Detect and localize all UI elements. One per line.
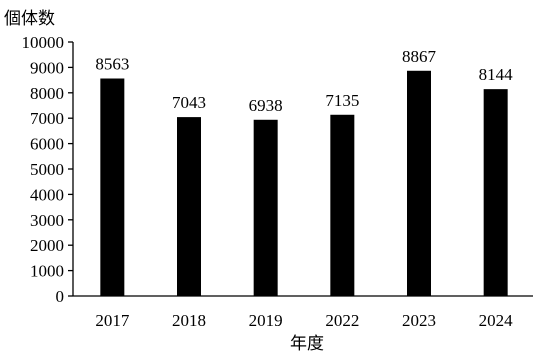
bar-2023 [407,70,431,296]
bar-2024 [483,89,508,297]
x-tick-label-2024: 2024 [479,311,514,330]
data-label-2018: 7043 [172,93,206,112]
y-axis-ticks: 0 1000 2000 3000 4000 5000 6000 7000 8000 9000 100… [22,33,73,306]
y-tick-label: 4000 [30,185,64,204]
data-label-2017: 8563 [95,54,129,73]
x-axis-ticks: 2017 2018 2019 2022 2023 2024 [95,311,513,330]
x-tick-label-2017: 2017 [95,311,130,330]
bar-2018 [177,117,201,296]
y-tick-label: 9000 [30,58,64,77]
bar-2019 [253,119,278,296]
x-axis-title: 年度 [290,334,324,354]
x-tick-label-2022: 2022 [325,311,359,330]
x-tick-label-2023: 2023 [402,311,436,330]
data-labels: 8563 7043 6938 7135 8867 8144 [95,47,513,115]
y-tick-label: 5000 [30,160,64,179]
x-tick-label-2018: 2018 [172,311,206,330]
data-label-2023: 8867 [402,47,437,66]
y-tick-label: 2000 [30,236,64,255]
y-axis-title: 個体数 [4,9,55,29]
y-tick-label: 7000 [30,109,64,128]
bars [100,70,508,297]
y-tick-label: 8000 [30,84,64,103]
y-tick-label: 0 [56,287,65,306]
data-label-2024: 8144 [479,65,514,84]
data-label-2022: 7135 [325,91,359,110]
y-tick-label: 3000 [30,211,64,230]
y-tick-label: 10000 [22,33,65,52]
data-label-2019: 6938 [249,96,283,115]
y-tick-label: 6000 [30,135,64,154]
bar-2017 [100,78,125,296]
bar-2022 [330,114,355,296]
x-tick-label-2019: 2019 [249,311,283,330]
y-tick-label: 1000 [30,262,64,281]
